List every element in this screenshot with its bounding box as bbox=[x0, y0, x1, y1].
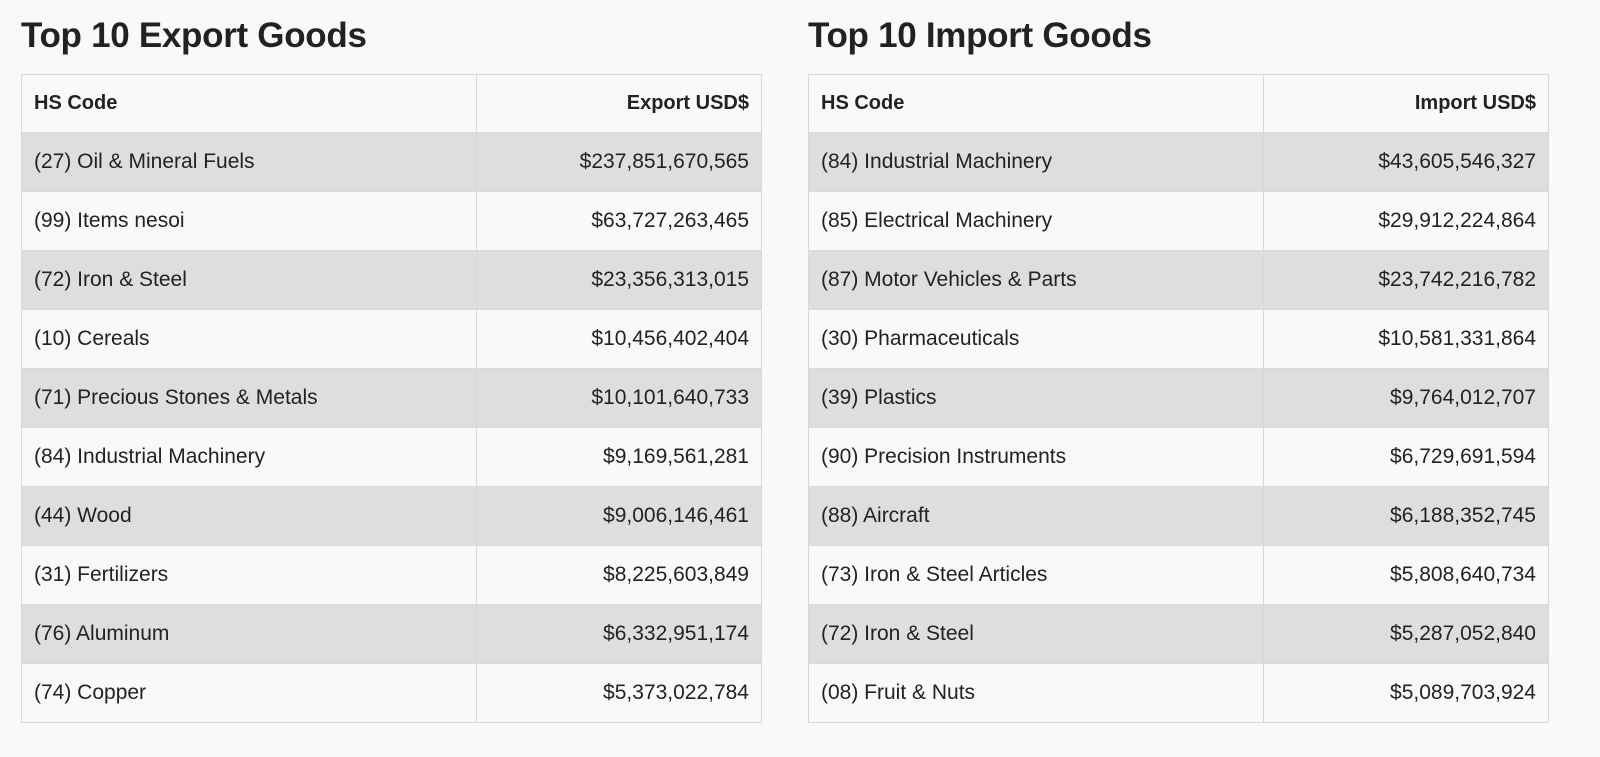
hs-code-cell: (39) Plastics bbox=[808, 368, 1264, 428]
export-header-hs-code: HS Code bbox=[21, 74, 477, 133]
value-cell: $10,101,640,733 bbox=[476, 368, 762, 428]
import-header-hs-code: HS Code bbox=[808, 74, 1264, 133]
hs-code-cell: (73) Iron & Steel Articles bbox=[808, 545, 1264, 605]
hs-code-cell: (44) Wood bbox=[21, 486, 477, 546]
value-cell: $9,764,012,707 bbox=[1263, 368, 1549, 428]
table-row: (73) Iron & Steel Articles $5,808,640,734 bbox=[808, 545, 1549, 605]
import-header-value: Import USD$ bbox=[1263, 74, 1549, 133]
hs-code-cell: (74) Copper bbox=[21, 663, 477, 723]
value-cell: $9,169,561,281 bbox=[476, 427, 762, 487]
value-cell: $5,808,640,734 bbox=[1263, 545, 1549, 605]
table-row: (31) Fertilizers $8,225,603,849 bbox=[21, 545, 762, 605]
value-cell: $5,373,022,784 bbox=[476, 663, 762, 723]
value-cell: $43,605,546,327 bbox=[1263, 132, 1549, 192]
import-title: Top 10 Import Goods bbox=[808, 16, 1152, 55]
value-cell: $9,006,146,461 bbox=[476, 486, 762, 546]
hs-code-cell: (88) Aircraft bbox=[808, 486, 1264, 546]
hs-code-cell: (87) Motor Vehicles & Parts bbox=[808, 250, 1264, 310]
hs-code-cell: (76) Aluminum bbox=[21, 604, 477, 664]
table-row: (76) Aluminum $6,332,951,174 bbox=[21, 604, 762, 664]
hs-code-cell: (99) Items nesoi bbox=[21, 191, 477, 251]
value-cell: $23,356,313,015 bbox=[476, 250, 762, 310]
hs-code-cell: (72) Iron & Steel bbox=[808, 604, 1264, 664]
export-header-row: HS Code Export USD$ bbox=[21, 74, 762, 133]
value-cell: $5,287,052,840 bbox=[1263, 604, 1549, 664]
hs-code-cell: (84) Industrial Machinery bbox=[21, 427, 477, 487]
table-row: (90) Precision Instruments $6,729,691,594 bbox=[808, 427, 1549, 487]
value-cell: $10,456,402,404 bbox=[476, 309, 762, 369]
hs-code-cell: (08) Fruit & Nuts bbox=[808, 663, 1264, 723]
value-cell: $8,225,603,849 bbox=[476, 545, 762, 605]
hs-code-cell: (31) Fertilizers bbox=[21, 545, 477, 605]
table-row: (99) Items nesoi $63,727,263,465 bbox=[21, 191, 762, 251]
hs-code-cell: (27) Oil & Mineral Fuels bbox=[21, 132, 477, 192]
import-header-row: HS Code Import USD$ bbox=[808, 74, 1549, 133]
hs-code-cell: (71) Precious Stones & Metals bbox=[21, 368, 477, 428]
value-cell: $6,332,951,174 bbox=[476, 604, 762, 664]
table-row: (87) Motor Vehicles & Parts $23,742,216,7… bbox=[808, 250, 1549, 310]
hs-code-cell: (72) Iron & Steel bbox=[21, 250, 477, 310]
hs-code-cell: (30) Pharmaceuticals bbox=[808, 309, 1264, 369]
value-cell: $237,851,670,565 bbox=[476, 132, 762, 192]
table-row: (27) Oil & Mineral Fuels $237,851,670,565 bbox=[21, 132, 762, 192]
table-row: (84) Industrial Machinery $9,169,561,281 bbox=[21, 427, 762, 487]
hs-code-cell: (85) Electrical Machinery bbox=[808, 191, 1264, 251]
value-cell: $10,581,331,864 bbox=[1263, 309, 1549, 369]
value-cell: $29,912,224,864 bbox=[1263, 191, 1549, 251]
table-row: (71) Precious Stones & Metals $10,101,640… bbox=[21, 368, 762, 428]
table-row: (08) Fruit & Nuts $5,089,703,924 bbox=[808, 663, 1549, 723]
table-row: (74) Copper $5,373,022,784 bbox=[21, 663, 762, 723]
value-cell: $6,188,352,745 bbox=[1263, 486, 1549, 546]
export-header-value: Export USD$ bbox=[476, 74, 762, 133]
export-title: Top 10 Export Goods bbox=[21, 16, 367, 55]
value-cell: $5,089,703,924 bbox=[1263, 663, 1549, 723]
table-row: (44) Wood $9,006,146,461 bbox=[21, 486, 762, 546]
table-row: (72) Iron & Steel $5,287,052,840 bbox=[808, 604, 1549, 664]
table-row: (10) Cereals $10,456,402,404 bbox=[21, 309, 762, 369]
table-row: (84) Industrial Machinery $43,605,546,327 bbox=[808, 132, 1549, 192]
hs-code-cell: (10) Cereals bbox=[21, 309, 477, 369]
table-row: (39) Plastics $9,764,012,707 bbox=[808, 368, 1549, 428]
import-table: HS Code Import USD$ (84) Industrial Mach… bbox=[808, 74, 1549, 723]
value-cell: $63,727,263,465 bbox=[476, 191, 762, 251]
value-cell: $23,742,216,782 bbox=[1263, 250, 1549, 310]
table-row: (88) Aircraft $6,188,352,745 bbox=[808, 486, 1549, 546]
value-cell: $6,729,691,594 bbox=[1263, 427, 1549, 487]
hs-code-cell: (90) Precision Instruments bbox=[808, 427, 1264, 487]
table-row: (85) Electrical Machinery $29,912,224,864 bbox=[808, 191, 1549, 251]
export-table: HS Code Export USD$ (27) Oil & Mineral F… bbox=[21, 74, 762, 723]
table-row: (72) Iron & Steel $23,356,313,015 bbox=[21, 250, 762, 310]
table-row: (30) Pharmaceuticals $10,581,331,864 bbox=[808, 309, 1549, 369]
hs-code-cell: (84) Industrial Machinery bbox=[808, 132, 1264, 192]
